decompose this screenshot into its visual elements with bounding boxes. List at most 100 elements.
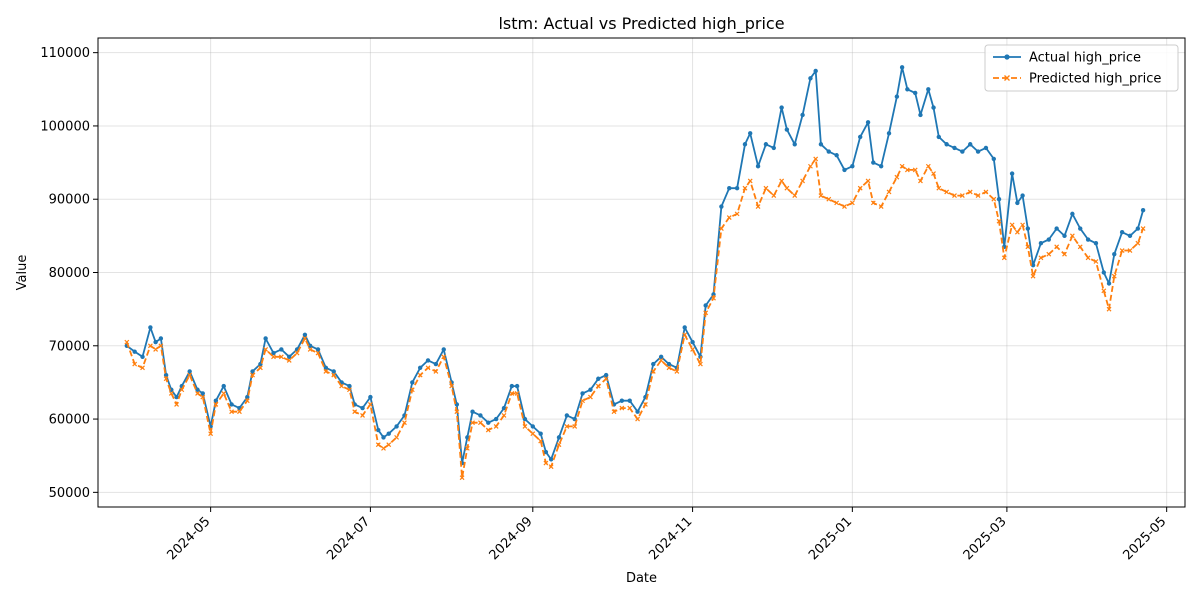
data-point <box>603 372 609 378</box>
data-point <box>229 409 235 415</box>
data-point <box>287 354 292 359</box>
data-point <box>658 358 664 363</box>
data-point <box>409 387 415 393</box>
data-point <box>996 218 1002 224</box>
data-point <box>1020 222 1026 228</box>
data-point <box>449 383 455 389</box>
y-tick-label: 60000 <box>49 413 90 428</box>
data-point <box>486 420 491 425</box>
data-point <box>530 431 536 437</box>
data-point <box>564 423 570 429</box>
data-point <box>221 390 227 396</box>
data-point <box>433 369 439 374</box>
data-point <box>952 193 957 198</box>
data-point <box>1070 211 1075 217</box>
data-point <box>179 387 185 393</box>
y-tick-label: 70000 <box>49 339 90 354</box>
data-point <box>410 380 415 385</box>
data-point <box>936 134 941 140</box>
data-point <box>367 401 373 407</box>
data-point <box>331 372 337 378</box>
data-point <box>983 189 989 195</box>
data-point <box>913 90 918 96</box>
data-point <box>763 142 769 147</box>
data-point <box>543 449 549 455</box>
data-point <box>1025 226 1031 231</box>
x-axis-label: Date <box>626 571 657 586</box>
data-point <box>1046 237 1051 242</box>
data-point <box>936 185 942 191</box>
data-point <box>870 200 876 206</box>
data-point <box>417 365 423 370</box>
data-point <box>572 423 578 429</box>
data-point <box>1025 244 1031 250</box>
data-point <box>1085 237 1091 242</box>
data-point <box>899 65 905 70</box>
data-point <box>834 200 840 206</box>
data-point <box>905 87 910 92</box>
data-point <box>734 211 740 217</box>
data-point <box>548 464 554 470</box>
data-point <box>331 369 336 374</box>
data-point <box>208 431 214 437</box>
data-point <box>1020 193 1025 198</box>
data-point <box>912 167 918 173</box>
data-point <box>742 185 748 191</box>
data-point <box>818 193 824 198</box>
data-point <box>464 445 470 451</box>
data-point <box>635 416 640 422</box>
data-point <box>163 372 169 378</box>
data-point <box>886 131 892 136</box>
data-point <box>124 339 130 345</box>
data-point <box>588 387 593 392</box>
data-point <box>826 149 831 154</box>
data-point <box>1015 200 1020 206</box>
data-point <box>454 409 460 415</box>
data-point <box>703 303 708 308</box>
data-point <box>548 457 554 462</box>
data-point <box>627 405 633 411</box>
data-point <box>603 376 609 382</box>
data-point <box>433 361 439 367</box>
data-point <box>703 310 709 316</box>
data-point <box>163 376 169 382</box>
data-point <box>347 383 352 389</box>
data-point <box>381 445 386 451</box>
data-point <box>1101 288 1107 294</box>
data-point <box>711 295 716 301</box>
data-point <box>250 372 255 378</box>
data-point <box>619 405 625 411</box>
data-point <box>960 149 965 154</box>
data-point <box>1030 262 1036 268</box>
data-point <box>784 127 790 132</box>
data-point <box>522 416 528 422</box>
data-point <box>742 142 748 147</box>
data-point <box>493 423 499 429</box>
data-point <box>250 369 255 374</box>
data-point <box>842 204 847 209</box>
legend-marker <box>1004 75 1010 81</box>
data-point <box>878 164 884 169</box>
data-point <box>899 163 905 169</box>
data-point <box>894 174 900 180</box>
data-point <box>726 215 732 220</box>
data-point <box>818 142 824 147</box>
data-point <box>886 189 892 195</box>
data-point <box>1038 240 1044 246</box>
data-point <box>595 383 601 389</box>
data-point <box>682 332 688 338</box>
data-point <box>221 383 226 389</box>
data-point <box>368 394 373 400</box>
data-point <box>279 347 284 352</box>
data-point <box>1069 233 1075 239</box>
data-point <box>619 398 625 403</box>
legend: Actual high_price Predicted high_price <box>984 44 1179 92</box>
data-point <box>643 401 648 407</box>
data-point <box>894 94 900 99</box>
data-point <box>926 87 931 92</box>
data-point <box>931 171 936 176</box>
data-point <box>690 339 695 345</box>
data-point <box>148 325 153 330</box>
